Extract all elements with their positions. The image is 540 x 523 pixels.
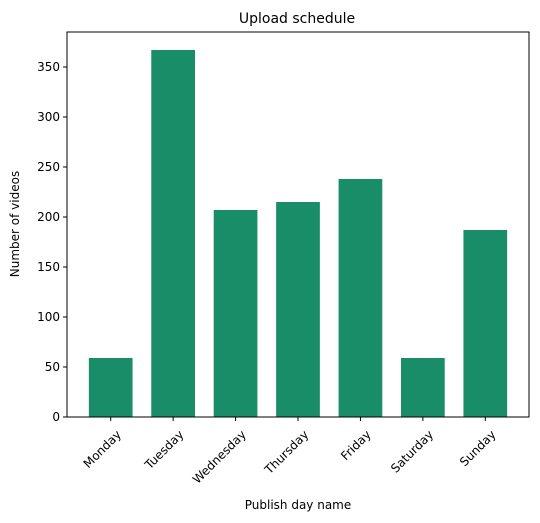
y-axis: 0 50 100 150 200 250 300 350 [37, 60, 67, 424]
bar-friday [338, 179, 383, 417]
chart-title: Upload schedule [239, 11, 355, 27]
x-axis-label: Publish day name [245, 498, 352, 512]
x-tick-label-wednesday: Wednesday [190, 427, 249, 486]
bar-thursday [276, 202, 320, 417]
x-tick-label-thursday: Thursday [261, 427, 311, 477]
plot-frame [66, 31, 530, 418]
bar-sunday [463, 230, 508, 417]
y-tick-label: 0 [52, 410, 60, 424]
x-tick-label-monday: Monday [81, 427, 124, 470]
x-tick-label-tuesday: Tuesday [141, 427, 186, 472]
y-tick-label: 300 [37, 110, 60, 124]
y-tick-label: 350 [37, 60, 60, 74]
y-tick-label: 100 [37, 310, 60, 324]
y-tick-label: 200 [37, 210, 60, 224]
bar-saturday [401, 358, 445, 417]
bars-group [88, 50, 508, 417]
bar-monday [88, 358, 133, 417]
y-tick-label: 50 [45, 360, 60, 374]
y-tick-label: 250 [37, 160, 60, 174]
bar-tuesday [151, 50, 195, 417]
y-axis-label: Number of videos [8, 171, 22, 277]
x-axis: Monday Tuesday Wednesday Thursday Friday Satu… [81, 417, 499, 486]
x-tick-label-saturday: Saturday [388, 427, 436, 475]
x-tick-label-sunday: Sunday [457, 427, 499, 469]
y-tick-label: 150 [37, 260, 60, 274]
x-tick-label-friday: Friday [338, 427, 374, 463]
bar-wednesday [213, 210, 258, 417]
